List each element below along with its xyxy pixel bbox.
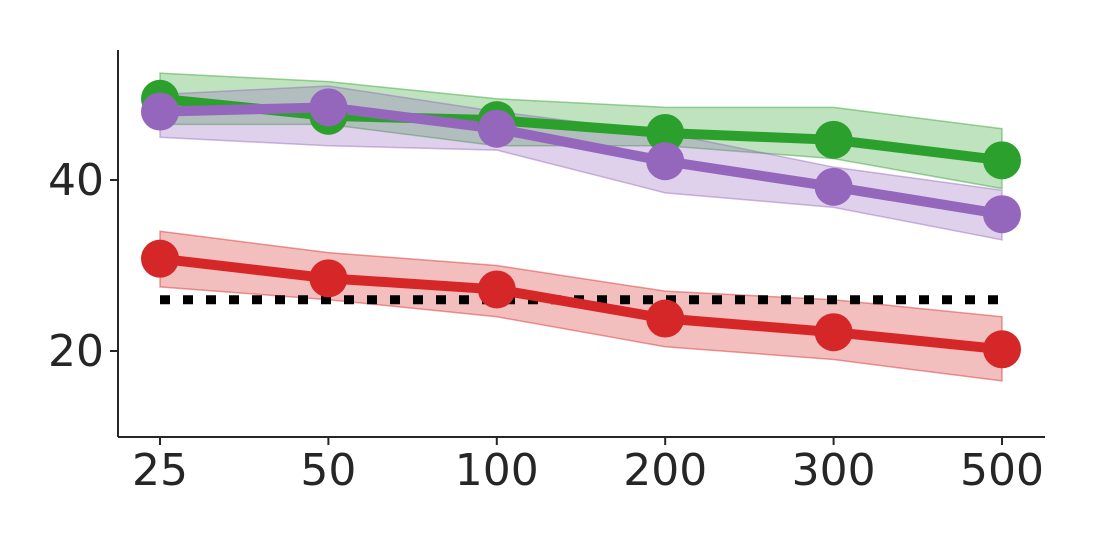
y-tick-label: 20 xyxy=(48,326,104,377)
point-series-2-300 xyxy=(814,167,853,206)
point-series-2-50 xyxy=(309,88,348,127)
point-series-1-200 xyxy=(646,113,685,152)
x-tick-label: 25 xyxy=(132,445,188,496)
x-tick-label: 50 xyxy=(300,445,356,496)
point-series-3-200 xyxy=(646,299,685,338)
series-points xyxy=(141,79,1021,369)
point-series-1-300 xyxy=(814,120,853,159)
point-series-3-50 xyxy=(309,259,348,298)
point-series-3-500 xyxy=(983,330,1021,369)
point-series-2-500 xyxy=(983,195,1021,234)
point-series-3-300 xyxy=(814,313,853,352)
point-series-3-100 xyxy=(477,270,516,309)
point-series-1-500 xyxy=(983,141,1021,180)
x-tick-label: 300 xyxy=(792,445,876,496)
point-series-2-100 xyxy=(477,109,516,148)
point-series-3-25 xyxy=(141,239,179,278)
point-series-2-200 xyxy=(646,142,685,181)
line-series-3 xyxy=(155,253,1007,355)
series-lines xyxy=(155,93,1007,355)
line-series-2 xyxy=(155,102,1007,220)
x-tick-label: 200 xyxy=(623,445,707,496)
y-tick-label: 40 xyxy=(48,155,104,206)
x-tick-label: 500 xyxy=(960,445,1044,496)
axis-ticks: 25 50 100 200 300 500 20 40 xyxy=(48,155,1044,496)
point-series-2-25 xyxy=(141,92,179,131)
x-tick-label: 100 xyxy=(455,445,539,496)
